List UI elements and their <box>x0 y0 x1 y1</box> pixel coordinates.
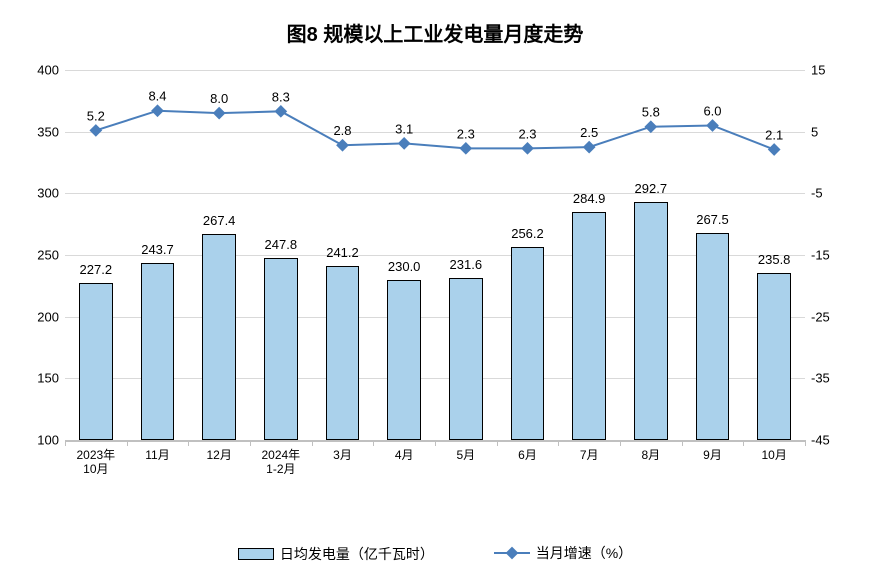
y-right-tick-label: -35 <box>805 371 830 386</box>
x-tick <box>373 440 374 446</box>
bar-value-label: 256.2 <box>511 226 544 241</box>
x-tick <box>743 440 744 446</box>
x-axis-label: 12月 <box>206 440 231 462</box>
line-marker <box>336 139 349 152</box>
x-axis-label: 10月 <box>761 440 786 462</box>
bar-value-label: 231.6 <box>450 257 483 272</box>
y-left-tick-label: 350 <box>37 124 65 139</box>
x-tick <box>558 440 559 446</box>
y-left-tick-label: 100 <box>37 433 65 448</box>
y-left-tick-label: 300 <box>37 186 65 201</box>
x-tick <box>435 440 436 446</box>
y-right-tick-label: 15 <box>805 63 825 78</box>
x-axis-label: 11月 <box>145 440 169 462</box>
x-axis-label: 7月 <box>580 440 599 462</box>
bar-value-label: 247.8 <box>265 237 298 252</box>
line-marker <box>274 105 287 118</box>
bar-value-label: 284.9 <box>573 191 606 206</box>
chart-container: 图8 规模以上工业发电量月度走势 5.2 8.4 8.0 8.3 2.8 3.1 2.3 2.… <box>0 0 870 586</box>
line-value-label: 3.1 <box>395 121 413 136</box>
bar-value-label: 235.8 <box>758 252 791 267</box>
bar-value-label: 243.7 <box>141 242 174 257</box>
line-marker <box>398 137 411 150</box>
line-value-label: 2.1 <box>765 128 783 143</box>
line-marker <box>151 104 164 117</box>
line-marker <box>213 107 226 120</box>
y-right-tick-label: -5 <box>805 186 823 201</box>
x-tick <box>250 440 251 446</box>
line-marker <box>644 120 657 133</box>
legend-bar-label: 日均发电量（亿千瓦时） <box>280 544 434 564</box>
x-axis-label: 2024年 1-2月 <box>261 440 300 477</box>
y-right-tick-label: -45 <box>805 433 830 448</box>
line-value-label: 6.0 <box>703 104 721 119</box>
y-left-tick-label: 200 <box>37 309 65 324</box>
line-value-label: 2.5 <box>580 125 598 140</box>
y-left-tick-label: 150 <box>37 371 65 386</box>
x-axis-label: 2023年 10月 <box>76 440 115 477</box>
bar-value-label: 292.7 <box>635 181 668 196</box>
line-value-label: 8.3 <box>272 89 290 104</box>
x-axis-label: 3月 <box>333 440 352 462</box>
line-series: 5.2 8.4 8.0 8.3 2.8 3.1 2.3 2.3 2.5 5.8 6.0 2.1 <box>65 70 805 440</box>
legend-item-line: 当月增速（%） <box>494 543 632 563</box>
legend-item-bars: 日均发电量（亿千瓦时） <box>238 544 434 564</box>
legend-line-label: 当月增速（%） <box>536 543 632 563</box>
x-axis-label: 4月 <box>395 440 414 462</box>
plot-area: 5.28.48.08.32.83.12.32.32.55.86.02.1 100… <box>65 70 805 440</box>
legend-swatch-bar <box>238 548 274 560</box>
x-axis-label: 9月 <box>703 440 722 462</box>
line-value-label: 2.3 <box>518 126 536 141</box>
y-right-tick-label: -15 <box>805 248 830 263</box>
x-tick <box>312 440 313 446</box>
line-marker <box>768 143 781 156</box>
line-value-label: 8.0 <box>210 91 228 106</box>
x-tick <box>497 440 498 446</box>
line-marker <box>521 142 534 155</box>
legend-swatch-line <box>494 546 530 560</box>
x-tick <box>65 440 66 446</box>
y-right-tick-label: -25 <box>805 309 830 324</box>
line-marker <box>89 124 102 137</box>
line-value-label: 2.8 <box>333 123 351 138</box>
x-axis-label: 5月 <box>456 440 475 462</box>
x-tick <box>620 440 621 446</box>
line-value-label: 8.4 <box>148 89 166 104</box>
bar-value-label: 241.2 <box>326 245 359 260</box>
chart-title: 图8 规模以上工业发电量月度走势 <box>0 18 870 47</box>
x-tick <box>188 440 189 446</box>
bar-value-label: 230.0 <box>388 259 421 274</box>
bar-value-label: 267.5 <box>696 212 729 227</box>
x-axis-label: 8月 <box>641 440 660 462</box>
x-tick <box>682 440 683 446</box>
y-left-tick-label: 400 <box>37 63 65 78</box>
x-tick <box>127 440 128 446</box>
line-value-label: 5.2 <box>87 108 105 123</box>
line-marker <box>706 119 719 132</box>
x-tick <box>805 440 806 446</box>
bar-value-label: 267.4 <box>203 213 236 228</box>
line-marker <box>459 142 472 155</box>
line-path <box>96 111 774 150</box>
legend: 日均发电量（亿千瓦时） 当月增速（%） <box>0 543 870 564</box>
y-left-tick-label: 250 <box>37 248 65 263</box>
bar-value-label: 227.2 <box>80 262 113 277</box>
x-axis-label: 6月 <box>518 440 537 462</box>
line-value-label: 5.8 <box>642 105 660 120</box>
line-value-label: 2.3 <box>457 126 475 141</box>
y-right-tick-label: 5 <box>805 124 818 139</box>
line-marker <box>583 141 596 154</box>
